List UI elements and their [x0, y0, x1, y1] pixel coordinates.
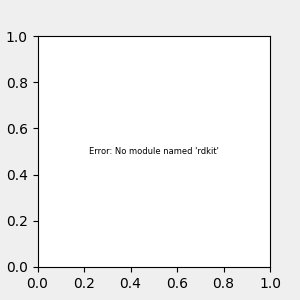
Text: Error: No module named 'rdkit': Error: No module named 'rdkit'	[89, 147, 219, 156]
